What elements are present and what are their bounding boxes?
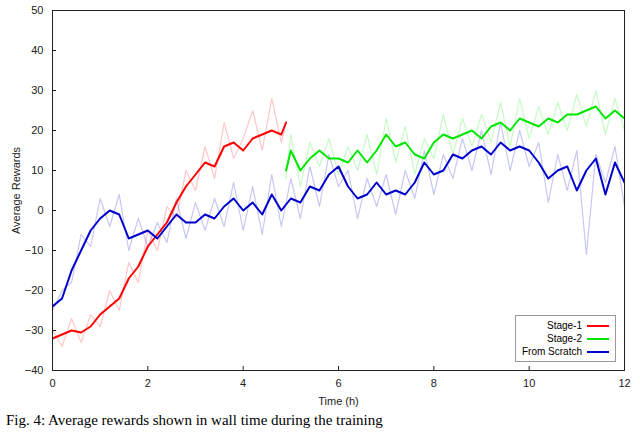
svg-text:8: 8 [431, 377, 437, 389]
html-text:From Scratch: From Scratch [522, 346, 582, 357]
svg-text:0: 0 [37, 204, 43, 216]
svg-text:−40: −40 [25, 364, 44, 376]
svg-text:12: 12 [618, 377, 630, 389]
svg-text:10: 10 [523, 377, 535, 389]
svg-text:6: 6 [335, 377, 341, 389]
svg-text:10: 10 [31, 164, 43, 176]
svg-text:Average Rewards: Average Rewards [10, 146, 22, 234]
svg-text:0: 0 [49, 377, 55, 389]
html-text:Stage-2: Stage-2 [547, 333, 582, 344]
svg-text:4: 4 [240, 377, 246, 389]
svg-text:40: 40 [31, 44, 43, 56]
svg-text:Time (h): Time (h) [318, 395, 359, 407]
svg-text:−10: −10 [25, 244, 44, 256]
svg-text:20: 20 [31, 124, 43, 136]
svg-text:50: 50 [31, 4, 43, 16]
svg-text:30: 30 [31, 84, 43, 96]
svg-text:−20: −20 [25, 284, 44, 296]
svg-text:2: 2 [145, 377, 151, 389]
html-text:Fig. 4: Average rewards shown: Fig. 4: Average rewards shown in wall ti… [6, 412, 383, 428]
html-text:Stage-1: Stage-1 [547, 320, 582, 331]
svg-text:−30: −30 [25, 324, 44, 336]
